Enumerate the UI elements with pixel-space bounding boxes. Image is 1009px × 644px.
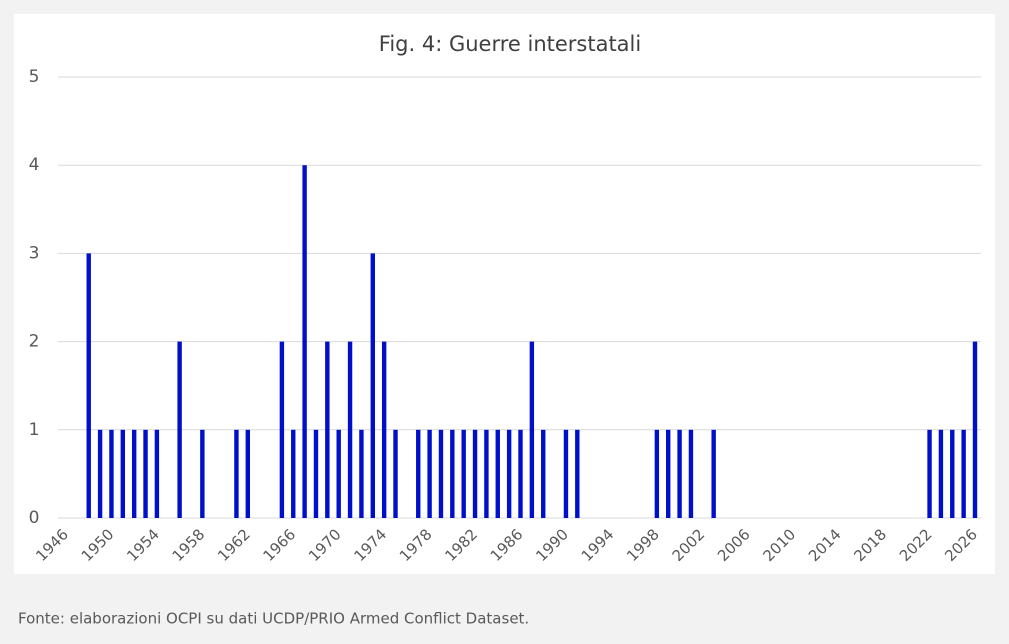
y-tick-label: 2: [29, 332, 40, 352]
bar: [461, 429, 466, 518]
bar: [359, 429, 364, 518]
bar: [97, 429, 103, 518]
bar: [86, 253, 91, 518]
bar: [393, 429, 398, 518]
bar: [529, 341, 535, 518]
bar: [347, 341, 353, 518]
bar: [484, 429, 489, 518]
bar: [336, 429, 341, 518]
bar: [575, 429, 580, 518]
bar: [200, 429, 205, 518]
bar: [245, 429, 250, 518]
bar: [325, 341, 330, 518]
bar: [961, 429, 966, 518]
bar: [291, 429, 296, 518]
bar: [688, 429, 694, 518]
bar: [120, 429, 126, 518]
bar: [506, 429, 512, 518]
bar: [450, 429, 455, 518]
bar: [109, 429, 114, 518]
bar: [711, 429, 716, 518]
bar: [563, 429, 569, 518]
y-tick-label: 1: [29, 420, 40, 440]
y-tick-label: 5: [29, 67, 40, 87]
bar: [972, 341, 978, 518]
bar: [234, 429, 239, 518]
plot-panel: [14, 14, 995, 574]
bar: [427, 429, 432, 518]
bar: [131, 429, 137, 518]
bar: [177, 341, 182, 518]
bar: [927, 429, 932, 518]
bar: [495, 429, 500, 518]
bar: [381, 341, 387, 518]
bar: [677, 429, 682, 518]
bar: [438, 429, 444, 518]
bar: [541, 429, 546, 518]
bar: [302, 165, 307, 518]
source-note: Fonte: elaborazioni OCPI su dati UCDP/PR…: [18, 610, 529, 628]
y-tick-label: 4: [29, 155, 40, 175]
bar: [143, 429, 148, 518]
bar: [950, 429, 955, 518]
bar: [938, 429, 944, 518]
bar: [654, 429, 660, 518]
bar: [370, 253, 375, 518]
bar: [518, 429, 523, 518]
bar: [416, 429, 421, 518]
bar: [666, 429, 671, 518]
bar: [472, 429, 478, 518]
chart-title: Fig. 4: Guerre interstatali: [379, 32, 641, 56]
y-tick-label: 3: [29, 243, 40, 263]
bar: [313, 429, 319, 518]
bar: [279, 341, 285, 518]
y-tick-label: 0: [29, 508, 40, 528]
bar: [154, 429, 160, 518]
